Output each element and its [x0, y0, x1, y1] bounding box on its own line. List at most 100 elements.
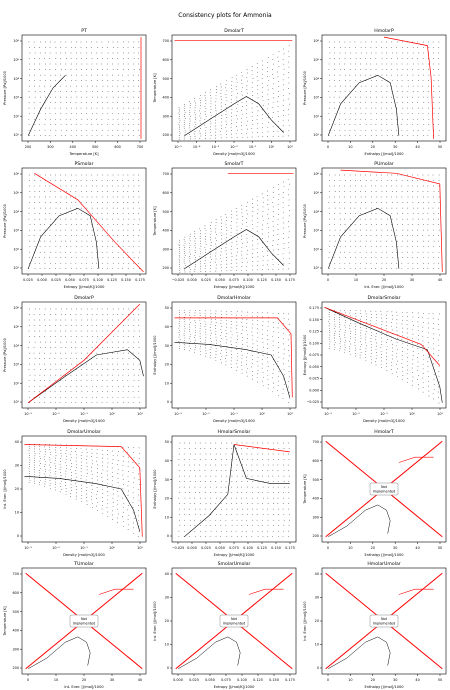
data-point [391, 113, 393, 115]
data-point [277, 106, 279, 107]
data-point [55, 468, 56, 470]
data-point [92, 503, 93, 505]
data-point [59, 483, 61, 484]
x-tick-label: 30 [393, 678, 397, 682]
data-point [97, 58, 98, 59]
data-point [91, 129, 93, 131]
data-point [215, 228, 217, 230]
data-point [236, 352, 238, 354]
data-point [76, 96, 78, 98]
data-point [215, 101, 217, 103]
data-point [328, 180, 330, 181]
data-point [29, 74, 31, 76]
data-point [277, 322, 279, 324]
data-point [417, 343, 419, 345]
data-point [70, 96, 72, 98]
data-point [288, 252, 290, 254]
data-point [272, 481, 274, 482]
data-point [432, 207, 434, 209]
data-point [184, 330, 185, 332]
x-axis-label: Entropy [J/mol/K]/1000 [64, 285, 106, 289]
data-point [371, 207, 372, 209]
data-point [190, 525, 191, 527]
data-point [396, 185, 398, 187]
data-point [215, 319, 216, 320]
data-point [225, 310, 227, 312]
data-point [70, 369, 72, 370]
data-point [86, 504, 88, 505]
data-point [200, 240, 201, 242]
data-point [28, 180, 30, 181]
data-point [44, 473, 46, 475]
data-point [38, 474, 40, 476]
data-point [194, 238, 196, 239]
data-point [246, 356, 248, 358]
data-point [355, 331, 356, 333]
data-point [278, 356, 280, 358]
data-point [370, 58, 372, 59]
data-point [101, 508, 103, 510]
data-point [386, 332, 388, 333]
data-point [278, 342, 279, 343]
data-point [81, 461, 82, 463]
data-point [210, 459, 212, 460]
data-point [344, 337, 346, 338]
data-point [75, 330, 77, 332]
data-point [432, 174, 434, 176]
data-point [184, 132, 186, 134]
data-point [44, 458, 45, 460]
data-point [96, 314, 98, 315]
data-point [386, 342, 387, 344]
data-point [262, 536, 264, 538]
data-point [54, 102, 56, 103]
data-point [365, 351, 367, 352]
data-point [391, 58, 393, 59]
data-point [242, 318, 243, 320]
data-point [189, 324, 190, 325]
data-point [39, 52, 41, 54]
data-point [107, 58, 109, 59]
data-point [262, 486, 264, 488]
data-point [344, 347, 346, 348]
data-point [267, 459, 269, 460]
subplot-title: HmolarP [374, 28, 394, 34]
data-point [178, 453, 180, 455]
data-point [231, 497, 232, 499]
data-point [34, 191, 36, 192]
data-point [178, 125, 180, 127]
data-point [75, 196, 77, 198]
data-point [133, 532, 135, 534]
data-point [288, 215, 290, 217]
data-point [412, 346, 414, 348]
data-point [406, 246, 408, 248]
data-point [138, 463, 140, 464]
data-point [402, 343, 403, 345]
data-point [376, 196, 378, 198]
data-point [194, 107, 196, 109]
data-point [226, 130, 228, 132]
data-point [225, 486, 227, 488]
subplot-title: HmolarUmolar [367, 561, 400, 567]
data-point [97, 202, 98, 203]
data-point [194, 351, 195, 353]
data-point [391, 329, 393, 331]
data-point [194, 126, 196, 128]
data-point [226, 442, 227, 444]
data-point [205, 249, 206, 251]
data-point [210, 481, 212, 482]
data-point [231, 344, 232, 345]
data-point [256, 230, 258, 232]
data-point [392, 257, 393, 259]
data-point [204, 470, 206, 471]
data-point [29, 251, 30, 253]
data-point [123, 124, 124, 126]
data-point [122, 358, 124, 359]
data-point [75, 352, 77, 354]
data-point [288, 475, 290, 477]
data-point [365, 135, 367, 137]
data-point [50, 467, 52, 469]
data-point [365, 174, 367, 176]
data-point [407, 349, 409, 350]
data-point [71, 380, 72, 382]
data-point [86, 347, 88, 348]
